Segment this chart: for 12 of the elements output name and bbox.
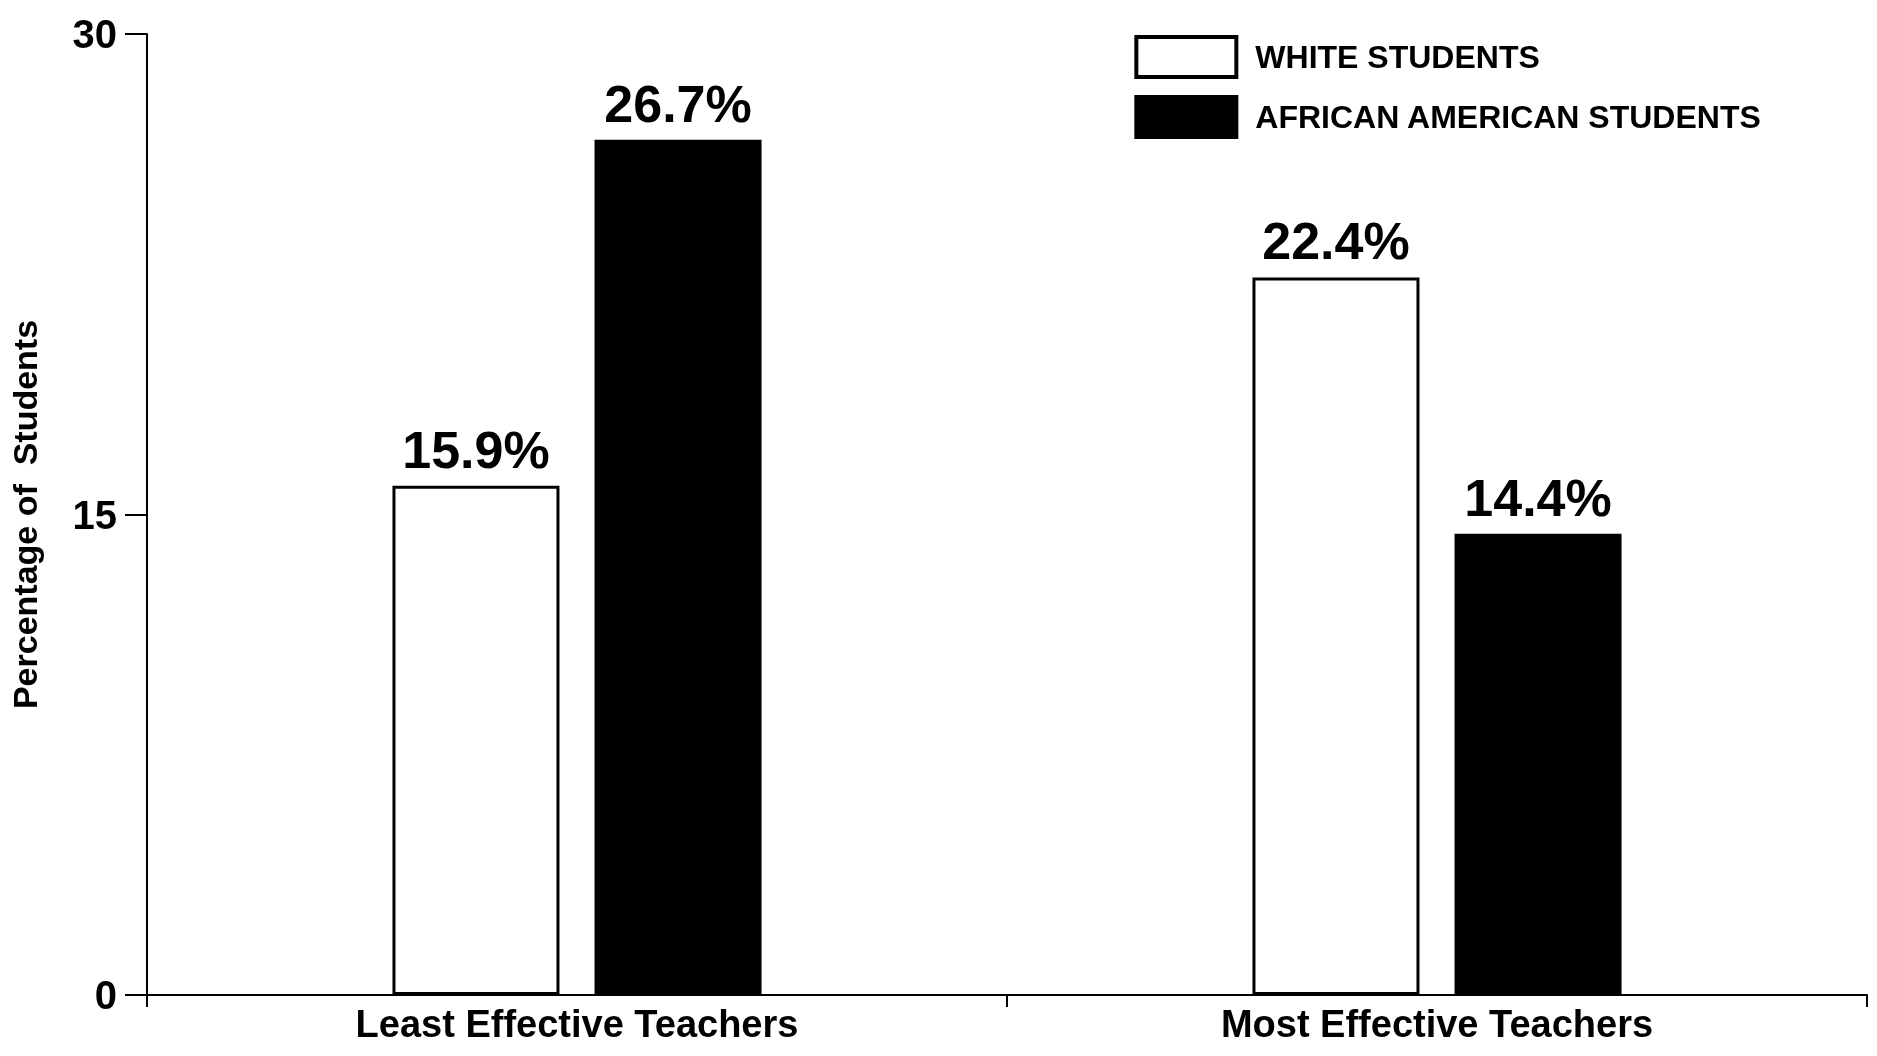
x-tick-label: Most Effective Teachers — [1220, 1003, 1654, 1045]
y-tick-label: 0 — [94, 973, 117, 1017]
y-tick-label: 30 — [72, 12, 117, 56]
y-tick-label: 15 — [72, 492, 117, 537]
data-label: 22.4% — [1262, 212, 1410, 271]
y-axis-title: Percentage of Students — [6, 319, 44, 710]
legend-label: AFRICAN AMERICAN STUDENTS — [1255, 99, 1761, 135]
data-label: 14.4% — [1464, 468, 1612, 527]
legend-label: WHITE STUDENTS — [1255, 39, 1540, 75]
x-tick-label: Least Effective Teachers — [355, 1003, 799, 1045]
data-label: 26.7% — [604, 74, 752, 133]
data-label: 15.9% — [402, 420, 550, 479]
